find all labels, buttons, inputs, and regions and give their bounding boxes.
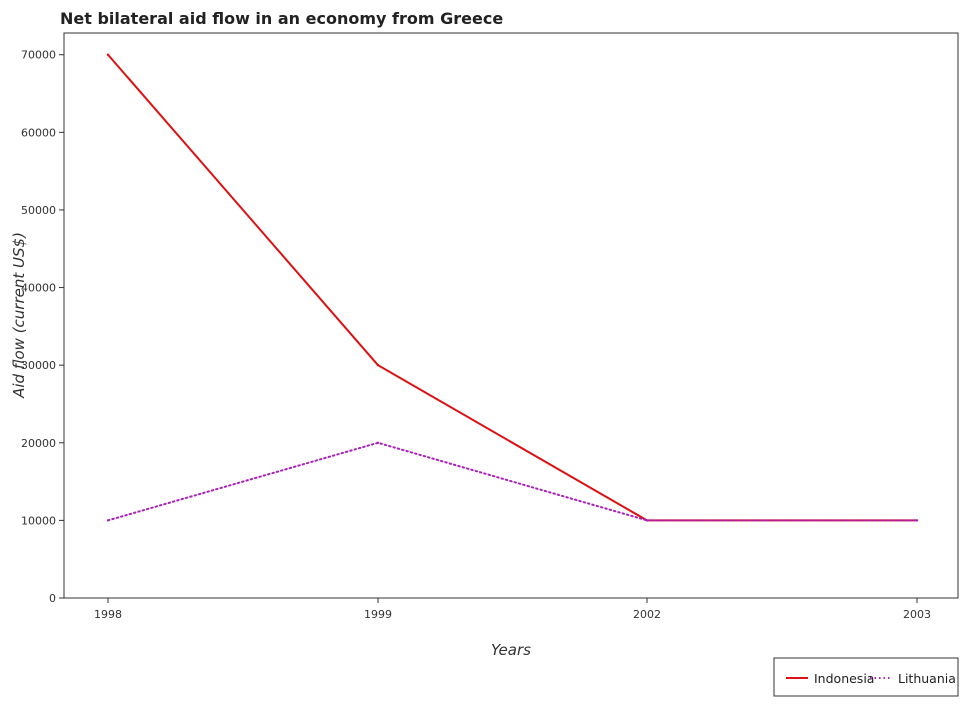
legend-label-lithuania: Lithuania xyxy=(898,671,956,686)
y-axis-ticks: 0 10000 20000 30000 40000 50000 60000 70000 xyxy=(21,49,64,605)
series-line-indonesia xyxy=(107,54,917,522)
data-point-lithuania xyxy=(376,441,380,444)
y-axis-label: Aid flow (current US$) xyxy=(10,232,28,399)
x-tick-label: 1998 xyxy=(94,608,122,621)
y-tick-label: 60000 xyxy=(21,126,56,139)
data-point-lithuania xyxy=(645,519,649,522)
data-point-indonesia xyxy=(376,363,380,367)
y-tick-label: 50000 xyxy=(21,204,56,217)
data-point-lithuania xyxy=(915,519,919,522)
y-tick-label: 40000 xyxy=(21,282,56,295)
chart-title: Net bilateral aid flow in an economy fro… xyxy=(60,9,503,28)
y-tick-label: 20000 xyxy=(21,437,56,450)
series-line-lithuania xyxy=(107,441,918,522)
x-axis-ticks: 1998 1999 2002 2003 xyxy=(94,598,931,621)
y-tick-label: 70000 xyxy=(21,49,56,62)
x-tick-label: 1999 xyxy=(364,608,392,621)
x-tick-label: 2002 xyxy=(633,608,661,621)
x-axis-label: Years xyxy=(491,641,531,659)
legend-label-indonesia: Indonesia xyxy=(814,671,874,686)
series-layer xyxy=(106,53,919,522)
y-tick-label: 10000 xyxy=(21,514,56,527)
data-point-lithuania xyxy=(106,519,110,522)
y-tick-label: 30000 xyxy=(21,359,56,372)
legend: Indonesia Lithuania xyxy=(773,657,959,697)
legend-box xyxy=(773,657,959,697)
x-tick-label: 2003 xyxy=(903,608,931,621)
data-point-indonesia xyxy=(106,53,110,56)
y-tick-label: 0 xyxy=(49,592,56,605)
plot-area xyxy=(63,32,959,599)
